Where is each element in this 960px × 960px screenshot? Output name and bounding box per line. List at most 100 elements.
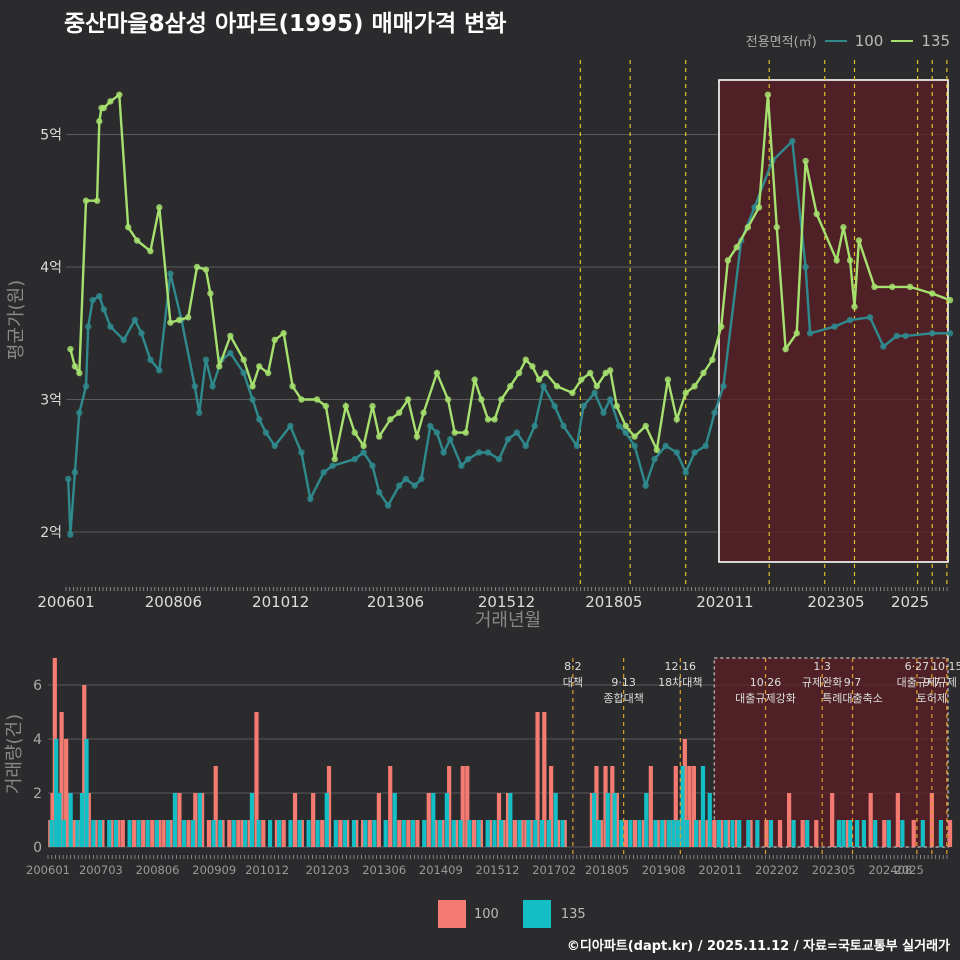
data-point-135 — [322, 402, 330, 410]
bar-100 — [562, 820, 567, 847]
data-point-135 — [691, 383, 698, 390]
bar-100 — [777, 820, 783, 847]
bar-135 — [288, 820, 293, 847]
data-point-135 — [855, 237, 863, 244]
bar-100 — [528, 820, 533, 847]
x-tick-label: 201203 — [306, 863, 350, 877]
data-point-100 — [384, 502, 392, 509]
policy-label: 종합대책 — [603, 692, 643, 705]
bar-100 — [669, 820, 674, 847]
bar-135 — [431, 793, 436, 847]
bar-135 — [61, 820, 66, 847]
y-axis-title: 평균가(원) — [6, 280, 27, 360]
bar-100 — [555, 820, 561, 847]
bar-135 — [57, 793, 62, 847]
data-point-135 — [709, 356, 716, 363]
data-point-135 — [444, 396, 452, 403]
bar-135 — [755, 820, 760, 847]
y-tick-label: 2억 — [40, 525, 62, 541]
bar-135 — [873, 820, 878, 847]
bar-100 — [93, 820, 98, 847]
x-tick-label: 200703 — [79, 863, 123, 877]
bar-100 — [641, 820, 647, 847]
data-point-100 — [802, 263, 809, 271]
bar-100 — [116, 820, 121, 847]
data-point-100 — [673, 449, 681, 456]
bar-135 — [592, 793, 597, 847]
bar-135 — [75, 820, 80, 847]
legend-label-100: 100 — [854, 31, 884, 50]
data-point-100 — [271, 442, 278, 450]
bar-135 — [166, 820, 171, 847]
data-point-100 — [249, 396, 256, 403]
policy-date: 12·16 — [665, 660, 697, 673]
bar-135 — [127, 820, 132, 847]
y-tick-label: 4 — [33, 732, 42, 748]
bar-135 — [256, 820, 261, 847]
bar-100 — [673, 766, 678, 847]
bar-135 — [836, 820, 842, 847]
credit-line: ©디아파트(dapt.kr) / 2025.11.12 / 자료=국토교통부 실… — [566, 939, 950, 954]
bar-100 — [292, 793, 298, 847]
data-point-135 — [673, 416, 681, 423]
legend-swatch-100 — [824, 39, 847, 42]
data-point-135 — [462, 429, 469, 436]
data-point-135 — [529, 363, 536, 370]
x-tick-label: 201306 — [362, 863, 406, 877]
data-point-135 — [96, 118, 103, 125]
data-point-100 — [440, 449, 447, 456]
policy-label: 특례대출축소 — [822, 692, 883, 705]
data-point-100 — [946, 330, 954, 337]
data-point-100 — [458, 462, 465, 469]
policy-label: 대책 — [563, 676, 583, 689]
data-point-135 — [846, 257, 854, 264]
data-point-135 — [773, 224, 780, 231]
bar-135 — [492, 820, 497, 847]
data-point-135 — [471, 376, 478, 383]
data-point-135 — [851, 303, 858, 310]
bar-135 — [333, 820, 338, 847]
data-point-100 — [411, 482, 418, 489]
data-point-135 — [840, 224, 847, 231]
bar-100 — [77, 820, 82, 847]
bar-100 — [610, 766, 615, 847]
policy-date: 1·3 — [813, 660, 831, 673]
data-point-100 — [540, 383, 547, 390]
bar-100 — [360, 820, 366, 847]
data-point-135 — [946, 296, 954, 304]
data-point-100 — [120, 336, 127, 344]
data-point-100 — [893, 332, 900, 340]
bar-100 — [478, 820, 483, 847]
data-point-135 — [313, 396, 321, 403]
bar-135 — [383, 820, 388, 847]
bar-100 — [274, 820, 279, 847]
data-point-100 — [846, 316, 854, 324]
data-point-100 — [484, 449, 492, 456]
data-point-135 — [413, 433, 421, 440]
data-point-135 — [491, 416, 498, 423]
data-point-100 — [631, 442, 638, 450]
data-point-135 — [631, 433, 638, 440]
bar-100 — [367, 820, 372, 847]
legend-box-100 — [438, 900, 466, 928]
bar-135 — [351, 820, 357, 847]
bar-100 — [882, 820, 887, 847]
bar-100 — [734, 820, 740, 847]
data-point-135 — [478, 396, 485, 403]
data-point-100 — [880, 343, 887, 350]
x-tick-label: 200601 — [26, 863, 70, 877]
bar-100 — [535, 712, 540, 847]
policy-date: 9·7 — [923, 676, 941, 689]
data-point-135 — [298, 396, 305, 403]
x-tick-label: 200909 — [192, 863, 236, 877]
bar-135 — [685, 820, 690, 847]
bar-135 — [619, 820, 624, 847]
data-point-100 — [320, 469, 327, 476]
bar-100 — [247, 820, 252, 847]
bar-100 — [70, 820, 76, 847]
bar-100 — [712, 820, 717, 847]
bar-100 — [678, 820, 683, 847]
bar-100 — [845, 820, 851, 847]
data-point-100 — [615, 422, 623, 430]
data-point-135 — [280, 330, 287, 337]
